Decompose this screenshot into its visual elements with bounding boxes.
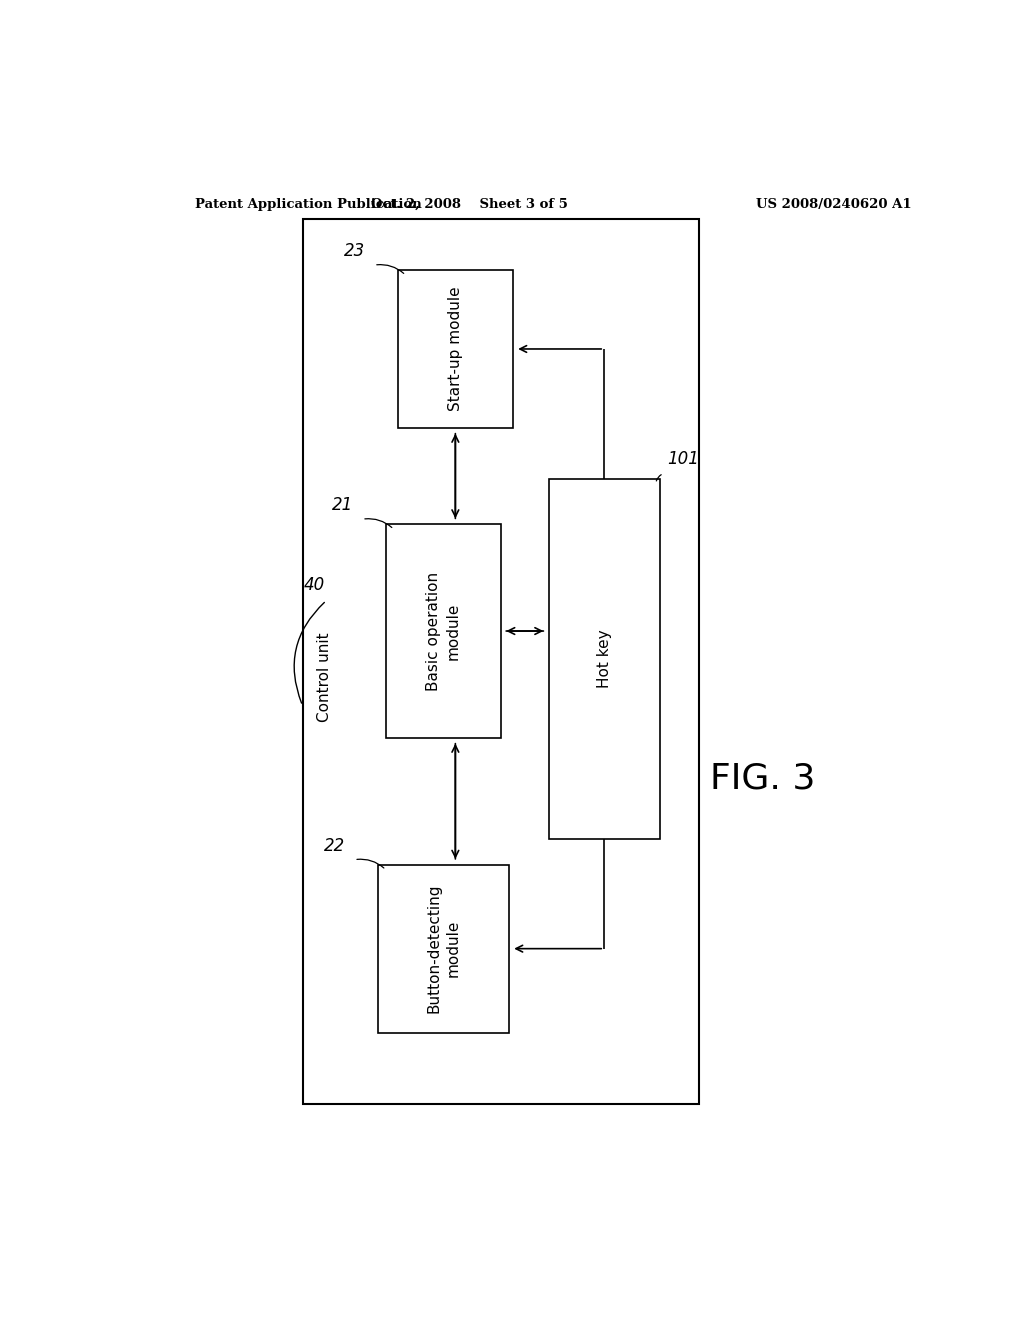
Text: Hot key: Hot key xyxy=(597,630,611,688)
Text: Basic operation
module: Basic operation module xyxy=(426,572,461,690)
Text: 23: 23 xyxy=(343,242,365,260)
Text: Control unit: Control unit xyxy=(317,632,333,722)
Text: US 2008/0240620 A1: US 2008/0240620 A1 xyxy=(757,198,912,211)
Text: 101: 101 xyxy=(668,450,699,469)
Bar xyxy=(378,865,509,1032)
Text: Button-detecting
module: Button-detecting module xyxy=(426,884,461,1014)
Text: 22: 22 xyxy=(324,837,345,854)
Text: 21: 21 xyxy=(332,496,353,515)
Bar xyxy=(303,219,699,1104)
Text: Patent Application Publication: Patent Application Publication xyxy=(196,198,422,211)
Text: Oct. 2, 2008    Sheet 3 of 5: Oct. 2, 2008 Sheet 3 of 5 xyxy=(371,198,567,211)
Text: 40: 40 xyxy=(304,577,326,594)
Text: FIG. 3: FIG. 3 xyxy=(711,762,815,796)
Bar xyxy=(397,271,513,428)
Text: Start-up module: Start-up module xyxy=(447,286,463,412)
Bar xyxy=(549,479,659,840)
Bar xyxy=(386,524,501,738)
